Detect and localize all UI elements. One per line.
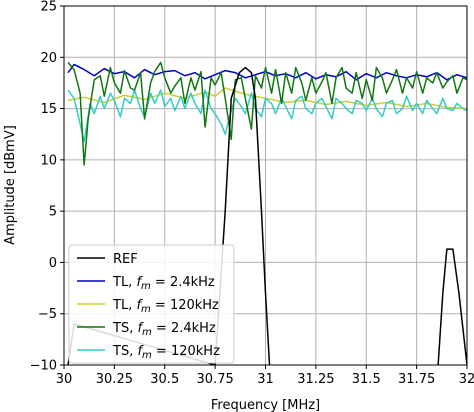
x-axis-ticks: 30 30.25 30.5 30.75 31 31.25 31.5 31.75 32: [56, 365, 474, 387]
legend-entry: TS, fm = 2.4kHz: [112, 321, 216, 338]
y-axis-ticks: −10 −5 0 5 10 15 20 25: [30, 0, 64, 374]
legend-entry-prefix: REF: [113, 252, 138, 267]
x-tick-label: 30.5: [150, 372, 179, 387]
legend-entry-value: = 2.4kHz: [151, 275, 215, 290]
legend-box: [68, 244, 235, 364]
series-line-4: [67, 89, 467, 143]
x-tick-label: 32: [459, 372, 474, 387]
y-tick-label: 25: [40, 0, 57, 15]
legend-entry-prefix: TS,: [112, 344, 137, 359]
series-line-0: [67, 66, 467, 365]
legend-entry-subscript: m: [141, 304, 151, 315]
legend-entry-prefix: TL,: [112, 298, 136, 313]
x-tick-label: 31.75: [398, 372, 435, 387]
series-line-3: [67, 61, 467, 166]
legend-entry-subscript: m: [142, 350, 152, 361]
legend-entry-value: = 120kHz: [151, 298, 219, 313]
legend-entry-value: = 120kHz: [152, 344, 220, 359]
series-line-1: [67, 63, 467, 81]
y-tick-label: 20: [40, 51, 57, 66]
legend-entry-symbol: f: [137, 344, 144, 359]
x-tick-label: 30: [56, 372, 73, 387]
x-tick-label: 31.5: [352, 372, 381, 387]
y-tick-label: −10: [30, 359, 57, 374]
x-axis-label: Frequency [MHz]: [211, 398, 320, 412]
y-tick-label: 5: [49, 205, 57, 220]
legend-entry-subscript: m: [142, 327, 152, 338]
y-tick-label: 10: [40, 153, 57, 168]
x-tick-label: 30.25: [96, 372, 133, 387]
x-tick-label: 30.75: [197, 372, 234, 387]
y-tick-label: 0: [49, 256, 57, 271]
y-tick-label: 15: [40, 102, 57, 117]
legend-entry: TS, fm = 120kHz: [112, 344, 220, 361]
legend-entry-value: = 2.4kHz: [152, 321, 216, 336]
legend-entry: REF: [113, 252, 138, 267]
legend-entry: TL, fm = 2.4kHz: [112, 275, 215, 292]
y-tick-label: −5: [38, 307, 57, 322]
legend-entry-subscript: m: [141, 281, 151, 292]
legend-entry-symbol: f: [136, 275, 143, 290]
y-axis-label: Amplitude [dBmV]: [3, 125, 18, 245]
legend-entry-prefix: TS,: [112, 321, 137, 336]
legend-entry-prefix: TL,: [112, 275, 136, 290]
legend-entry-symbol: f: [137, 321, 144, 336]
x-tick-label: 31: [257, 372, 274, 387]
legend-entry-symbol: f: [136, 298, 143, 313]
x-tick-label: 31.25: [297, 372, 334, 387]
legend-entry: TL, fm = 120kHz: [112, 298, 219, 315]
series-lines: [67, 61, 467, 365]
